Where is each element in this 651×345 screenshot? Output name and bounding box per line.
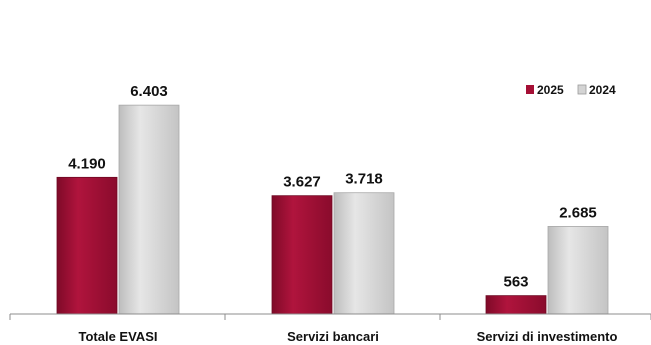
- category-label-totale-evasi: Totale EVASI: [79, 329, 158, 344]
- value-label-2025-servizi-bancari: 3.627: [283, 174, 321, 191]
- category-label-servizi-bancari: Servizi bancari: [287, 329, 379, 344]
- value-labels-layer: 4.190 6.403 3.627 3.718 563 2.685: [68, 83, 597, 291]
- bar-2025-servizi-di-investimento: [485, 295, 547, 315]
- legend: 2025 2024: [526, 83, 616, 97]
- legend-label-2024: 2024: [589, 83, 616, 97]
- category-label-servizi-investimento: Servizi di investimento: [477, 329, 618, 344]
- legend-swatch-2025: [526, 85, 534, 94]
- category-labels: Totale EVASI Servizi bancari Servizi di …: [79, 329, 618, 344]
- bar-2024-servizi-di-investimento: [547, 226, 609, 315]
- value-label-2024-totale-evasi: 6.403: [130, 83, 168, 100]
- legend-label-2025: 2025: [537, 83, 564, 97]
- value-label-2025-servizi-di-investimento: 563: [503, 274, 528, 291]
- bars-layer: [56, 104, 609, 315]
- legend-swatch-2024: [577, 84, 587, 95]
- bar-2024-totale-evasi: [118, 104, 180, 315]
- bar-2024-servizi-bancari: [333, 192, 395, 315]
- bar-2025-totale-evasi: [56, 176, 118, 315]
- value-label-2024-servizi-di-investimento: 2.685: [559, 204, 597, 221]
- bar-2025-servizi-bancari: [271, 195, 333, 315]
- value-label-2025-totale-evasi: 4.190: [68, 155, 106, 172]
- value-label-2024-servizi-bancari: 3.718: [345, 171, 383, 188]
- x-axis-ticks: [9, 314, 651, 320]
